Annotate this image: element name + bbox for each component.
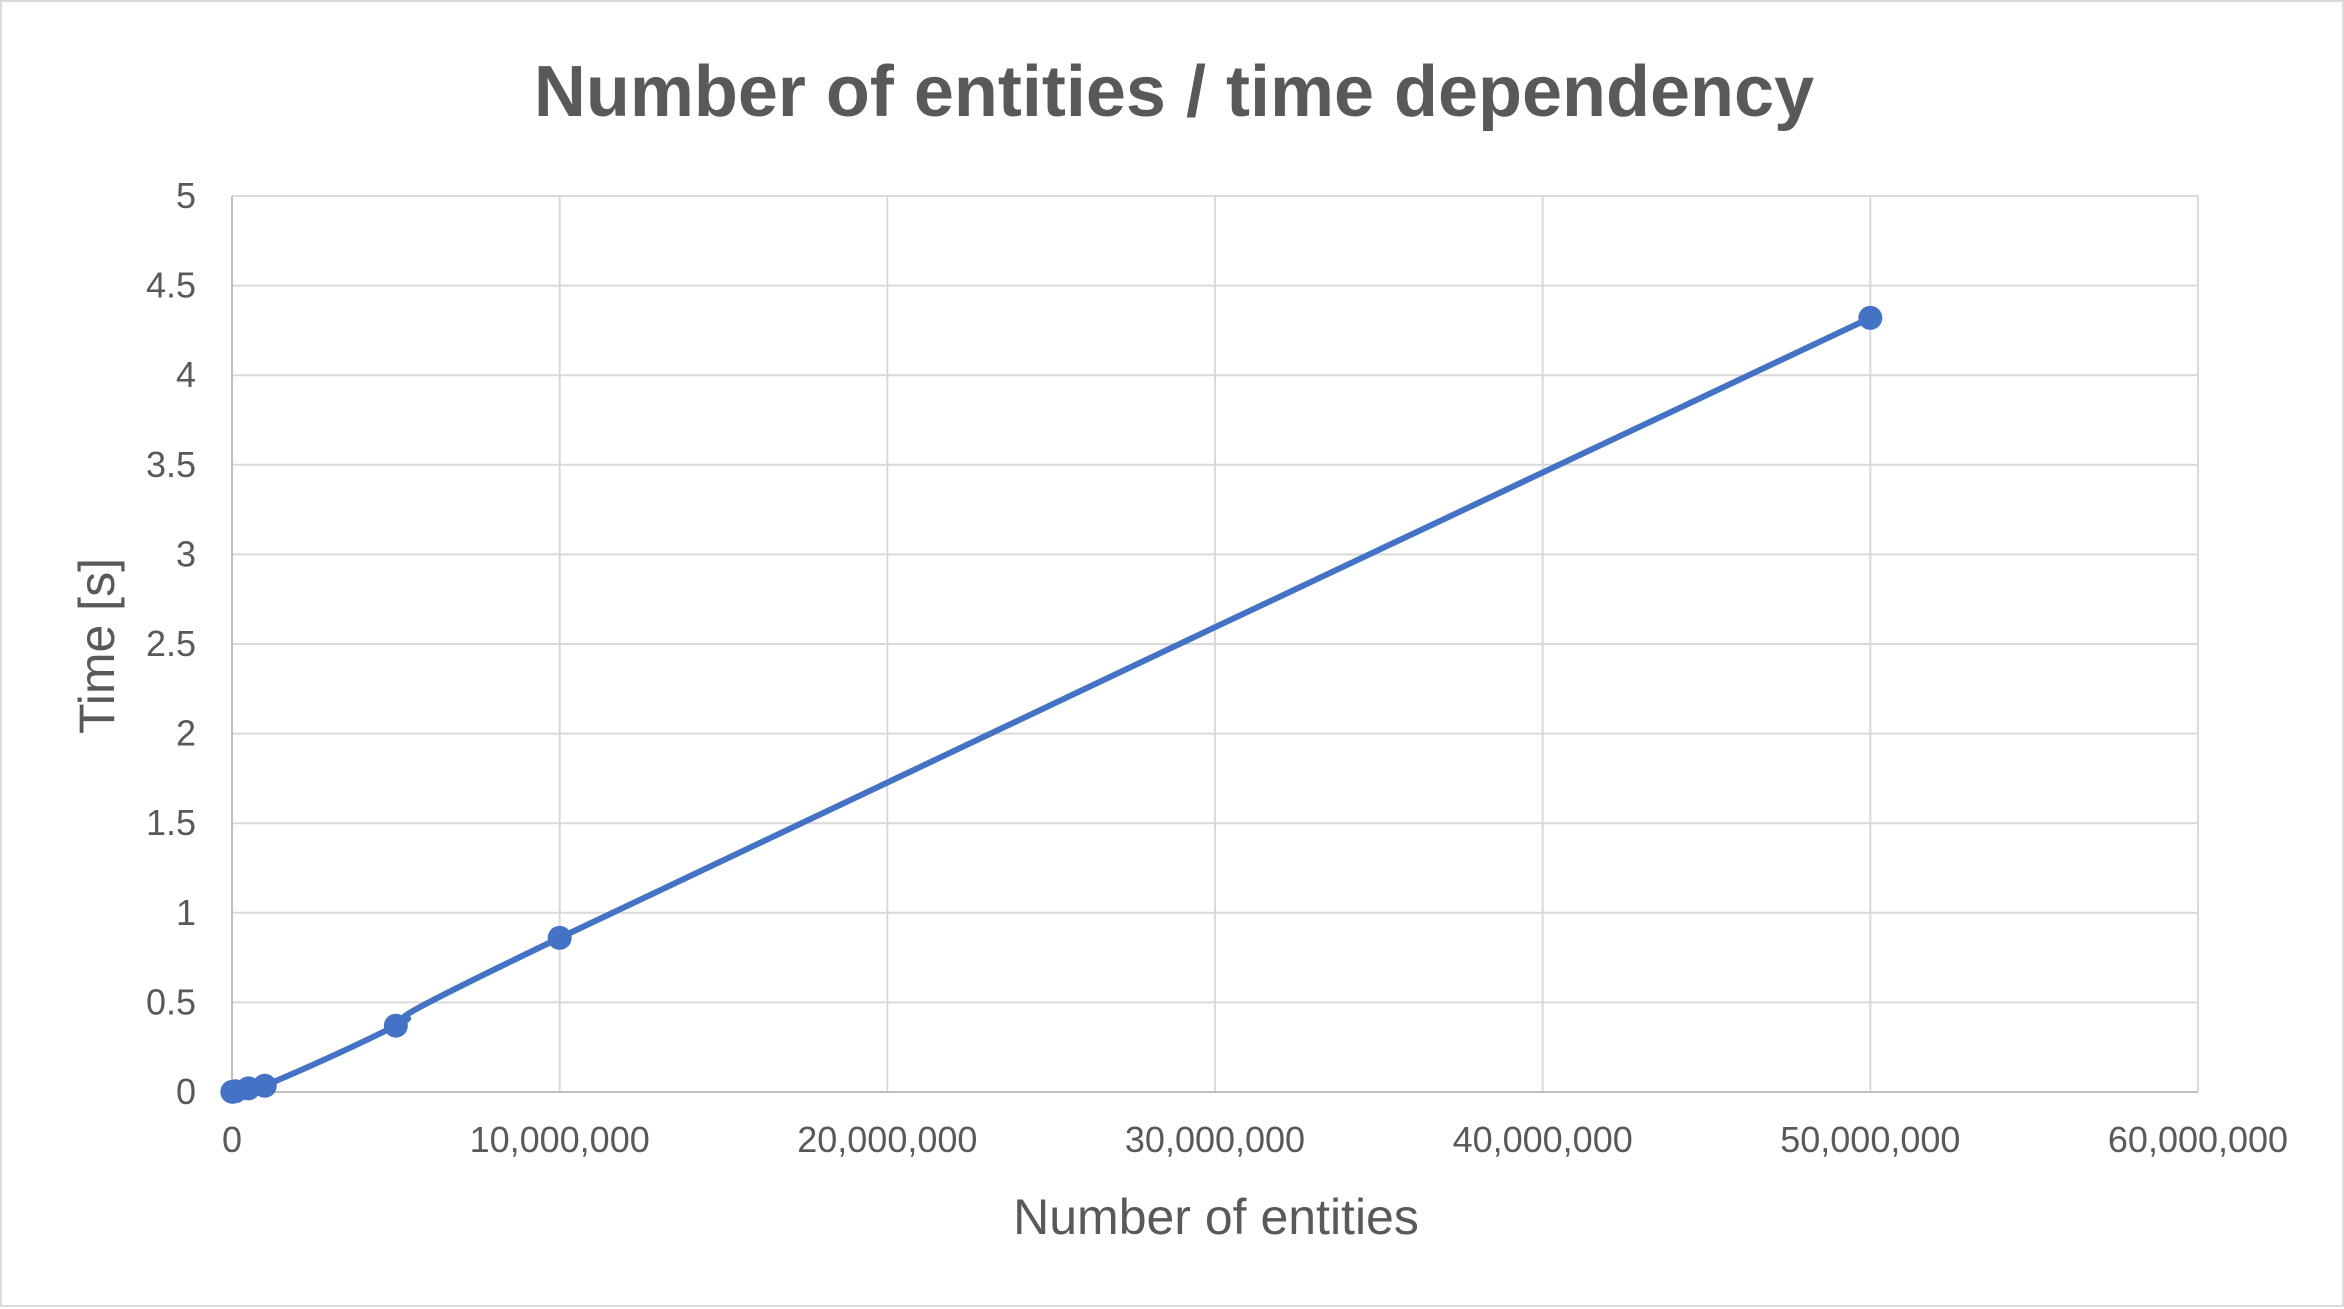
y-tick-label: 4.5 — [146, 265, 196, 306]
tick-layer: 0 0.5 1 1.5 2 2.5 3 3.5 4 4.5 5 0 10,000,000 20,000,0… — [146, 175, 2288, 1160]
data-point — [252, 1073, 277, 1098]
x-axis-label: Number of entities — [1013, 1189, 1419, 1245]
x-tick-label: 10,000,000 — [470, 1119, 650, 1160]
x-tick-label: 50,000,000 — [1780, 1119, 1960, 1160]
x-tick-label: 20,000,000 — [797, 1119, 977, 1160]
y-tick-label: 1 — [176, 892, 196, 933]
x-tick-label: 60,000,000 — [2108, 1119, 2288, 1160]
series-line — [229, 314, 1874, 1095]
x-tick-label: 30,000,000 — [1125, 1119, 1305, 1160]
y-tick-label: 0 — [176, 1071, 196, 1112]
y-tick-label: 3 — [176, 533, 196, 574]
y-tick-label: 3.5 — [146, 444, 196, 485]
axis-layer — [231, 196, 2198, 1093]
series-layer — [220, 305, 1883, 1104]
y-tick-label: 4 — [176, 354, 196, 395]
x-tick-label: 40,000,000 — [1453, 1119, 1633, 1160]
data-point — [1858, 305, 1883, 330]
y-tick-label: 0.5 — [146, 981, 196, 1022]
x-tick-label: 0 — [222, 1119, 242, 1160]
y-axis-label: Time [s] — [69, 558, 125, 734]
y-tick-label: 5 — [176, 175, 196, 216]
data-point — [547, 925, 572, 950]
chart-title: Number of entities / time dependency — [534, 52, 1814, 132]
data-point — [383, 1013, 408, 1038]
grid-layer — [232, 195, 2199, 1092]
y-tick-label: 2 — [176, 713, 196, 754]
y-tick-label: 2.5 — [146, 623, 196, 664]
y-tick-label: 1.5 — [146, 802, 196, 843]
